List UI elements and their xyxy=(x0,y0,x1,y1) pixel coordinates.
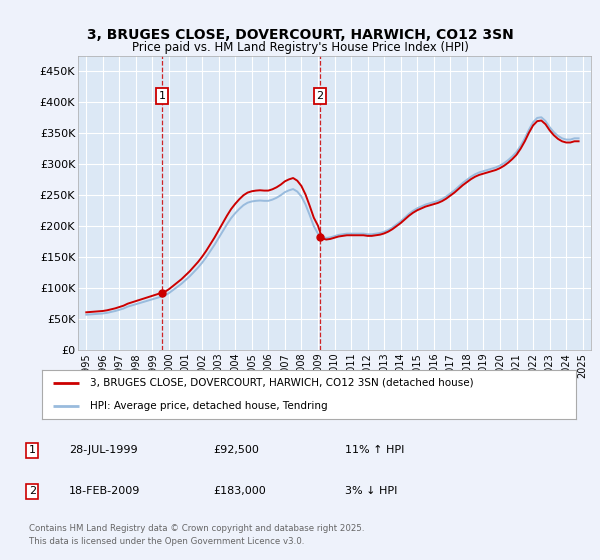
Text: 3, BRUGES CLOSE, DOVERCOURT, HARWICH, CO12 3SN (detached house): 3, BRUGES CLOSE, DOVERCOURT, HARWICH, CO… xyxy=(90,378,473,388)
Text: 1: 1 xyxy=(158,91,166,101)
Text: £92,500: £92,500 xyxy=(213,445,259,455)
Text: 18-FEB-2009: 18-FEB-2009 xyxy=(69,486,140,496)
Text: Contains HM Land Registry data © Crown copyright and database right 2025.
This d: Contains HM Land Registry data © Crown c… xyxy=(29,524,364,547)
Text: 1: 1 xyxy=(29,445,36,455)
Text: Price paid vs. HM Land Registry's House Price Index (HPI): Price paid vs. HM Land Registry's House … xyxy=(131,40,469,54)
Text: 2: 2 xyxy=(29,486,36,496)
Text: HPI: Average price, detached house, Tendring: HPI: Average price, detached house, Tend… xyxy=(90,400,328,410)
Text: 3, BRUGES CLOSE, DOVERCOURT, HARWICH, CO12 3SN: 3, BRUGES CLOSE, DOVERCOURT, HARWICH, CO… xyxy=(86,28,514,42)
Text: 3% ↓ HPI: 3% ↓ HPI xyxy=(345,486,397,496)
Text: 2: 2 xyxy=(316,91,323,101)
Text: 11% ↑ HPI: 11% ↑ HPI xyxy=(345,445,404,455)
Text: 28-JUL-1999: 28-JUL-1999 xyxy=(69,445,137,455)
Text: £183,000: £183,000 xyxy=(213,486,266,496)
